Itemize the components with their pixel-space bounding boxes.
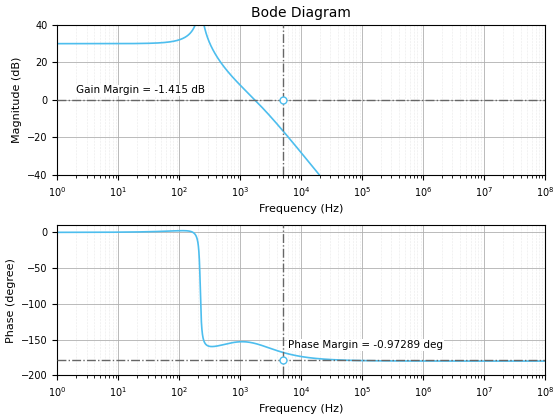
Title: Bode Diagram: Bode Diagram: [251, 5, 351, 20]
X-axis label: Frequency (Hz): Frequency (Hz): [259, 404, 343, 415]
Y-axis label: Phase (degree): Phase (degree): [6, 258, 16, 343]
X-axis label: Frequency (Hz): Frequency (Hz): [259, 204, 343, 214]
Y-axis label: Magnitude (dB): Magnitude (dB): [12, 57, 22, 143]
Text: Phase Margin = -0.97289 deg: Phase Margin = -0.97289 deg: [288, 340, 443, 350]
Text: Gain Margin = -1.415 dB: Gain Margin = -1.415 dB: [76, 85, 205, 95]
